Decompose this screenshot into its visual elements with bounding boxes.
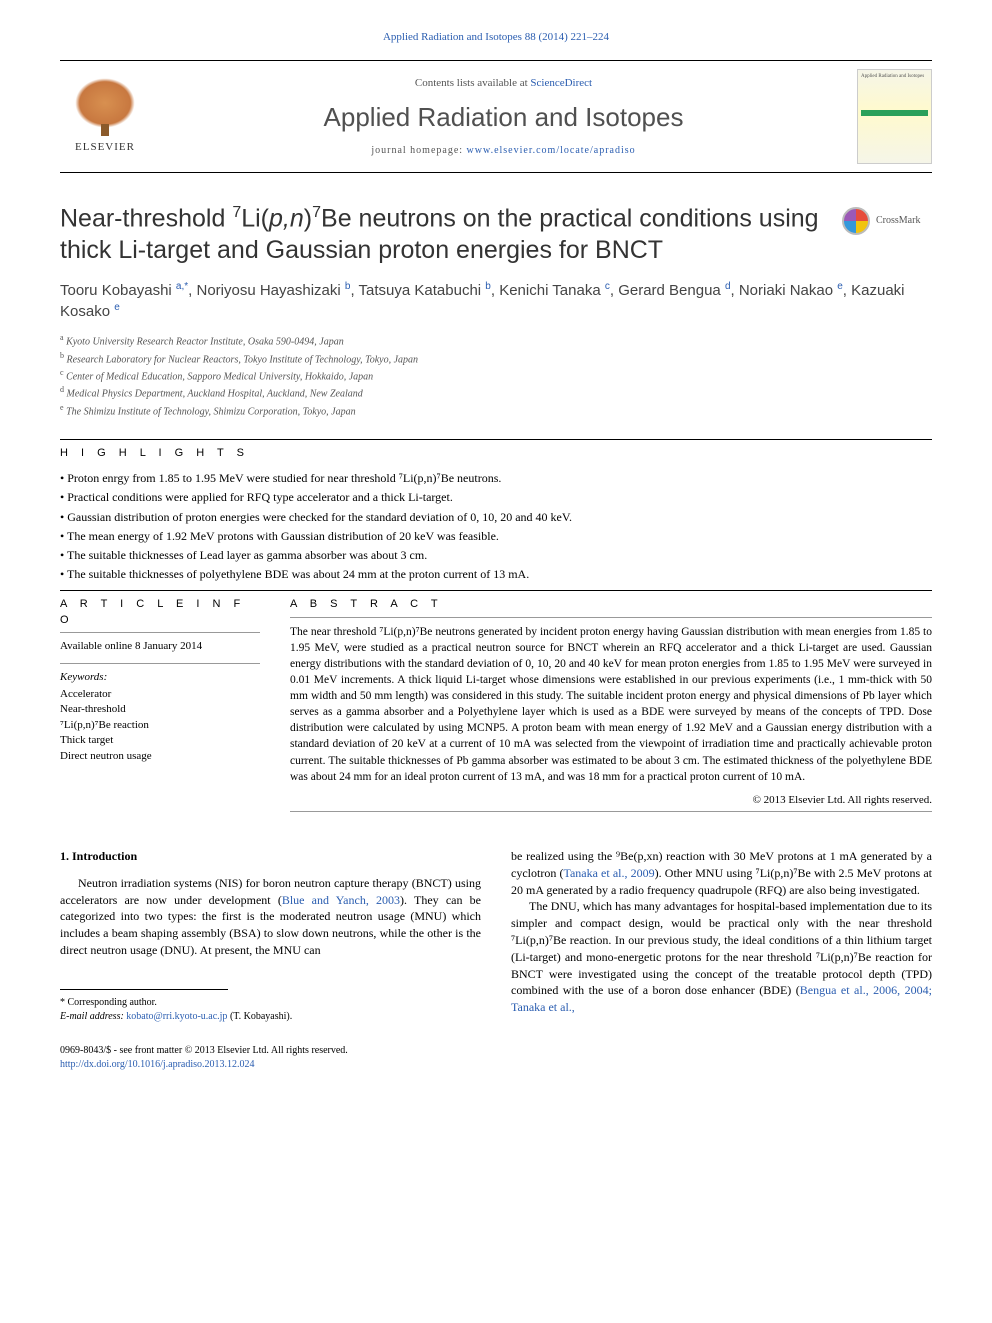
article-info-col: A R T I C L E I N F O Available online 8… xyxy=(60,597,260,818)
journal-homepage: journal homepage: www.elsevier.com/locat… xyxy=(150,144,857,158)
keyword: Accelerator xyxy=(60,687,260,702)
highlight-item: The suitable thicknesses of polyethylene… xyxy=(60,565,932,584)
footnote: * Corresponding author. E-mail address: … xyxy=(60,996,481,1024)
keywords: Accelerator Near-threshold ⁷Li(p,n)⁷Be r… xyxy=(60,687,260,764)
affiliation: d Medical Physics Department, Auckland H… xyxy=(60,384,932,401)
keyword: Direct neutron usage xyxy=(60,749,260,764)
highlight-item: Practical conditions were applied for RF… xyxy=(60,488,932,507)
body-paragraph: Neutron irradiation systems (NIS) for bo… xyxy=(60,875,481,959)
highlight-item: The mean energy of 1.92 MeV protons with… xyxy=(60,527,932,546)
body-paragraph: be realized using the ⁹Be(p,xn) reaction… xyxy=(511,848,932,898)
highlights-list: Proton enrgy from 1.85 to 1.95 MeV were … xyxy=(60,469,932,584)
highlight-item: Proton enrgy from 1.85 to 1.95 MeV were … xyxy=(60,469,932,488)
crossmark-icon xyxy=(842,207,870,235)
sciencedirect-link[interactable]: ScienceDirect xyxy=(530,77,592,89)
abstract-copyright: © 2013 Elsevier Ltd. All rights reserved… xyxy=(290,793,932,808)
abstract-text: The near threshold ⁷Li(p,n)⁷Be neutrons … xyxy=(290,624,932,785)
contents-label: Contents lists available at xyxy=(415,77,530,89)
affiliation: b Research Laboratory for Nuclear Reacto… xyxy=(60,350,932,367)
article-info-heading: A R T I C L E I N F O xyxy=(60,597,260,628)
title-row: Near-threshold 7Li(p,n)7Be neutrons on t… xyxy=(60,203,932,266)
crossmark-label: CrossMark xyxy=(876,214,920,228)
doi-link[interactable]: http://dx.doi.org/10.1016/j.apradiso.201… xyxy=(60,1059,255,1070)
footnote-rule xyxy=(60,989,228,990)
citation-link[interactable]: Blue and Yanch, 2003 xyxy=(282,893,400,907)
body-col-left: 1. Introduction Neutron irradiation syst… xyxy=(60,848,481,1072)
affiliation: a Kyoto University Research Reactor Inst… xyxy=(60,332,932,349)
affiliations: a Kyoto University Research Reactor Inst… xyxy=(60,332,932,419)
corresponding-author: * Corresponding author. xyxy=(60,996,481,1010)
elsevier-logo: ELSEVIER xyxy=(60,72,150,162)
journal-cover-thumbnail: Applied Radiation and Isotopes xyxy=(857,69,932,164)
keyword: Near-threshold xyxy=(60,702,260,717)
rule xyxy=(60,632,260,633)
rule xyxy=(290,617,932,618)
affiliation: c Center of Medical Education, Sapporo M… xyxy=(60,367,932,384)
paper-title: Near-threshold 7Li(p,n)7Be neutrons on t… xyxy=(60,203,822,266)
email-line: E-mail address: kobato@rri.kyoto-u.ac.jp… xyxy=(60,1010,481,1024)
highlight-item: Gaussian distribution of proton energies… xyxy=(60,508,932,527)
journal-citation-link[interactable]: Applied Radiation and Isotopes 88 (2014)… xyxy=(60,30,932,45)
cover-band xyxy=(861,110,928,116)
abstract-col: A B S T R A C T The near threshold ⁷Li(p… xyxy=(290,597,932,818)
publisher-name: ELSEVIER xyxy=(75,140,135,155)
homepage-link[interactable]: www.elsevier.com/locate/apradiso xyxy=(467,145,636,156)
crossmark-badge[interactable]: CrossMark xyxy=(842,207,932,235)
highlight-item: The suitable thicknesses of Lead layer a… xyxy=(60,546,932,565)
homepage-label: journal homepage: xyxy=(371,145,466,156)
info-abstract-row: A R T I C L E I N F O Available online 8… xyxy=(60,597,932,818)
keyword: Thick target xyxy=(60,733,260,748)
journal-header: ELSEVIER Contents lists available at Sci… xyxy=(60,60,932,173)
header-center: Contents lists available at ScienceDirec… xyxy=(150,76,857,158)
rule xyxy=(60,590,932,591)
contents-line: Contents lists available at ScienceDirec… xyxy=(150,76,857,91)
body-paragraph: The DNU, which has many advantages for h… xyxy=(511,898,932,1016)
authors: Tooru Kobayashi a,*, Noriyosu Hayashizak… xyxy=(60,280,932,322)
rule xyxy=(60,439,932,440)
body-columns: 1. Introduction Neutron irradiation syst… xyxy=(60,848,932,1072)
email-link[interactable]: kobato@rri.kyoto-u.ac.jp xyxy=(126,1011,227,1022)
intro-heading: 1. Introduction xyxy=(60,848,481,865)
issn-line: 0969-8043/$ - see front matter © 2013 El… xyxy=(60,1044,481,1058)
highlights-heading: H I G H L I G H T S xyxy=(60,446,932,461)
citation-link[interactable]: Tanaka et al., 2009 xyxy=(563,866,654,880)
affiliation: e The Shimizu Institute of Technology, S… xyxy=(60,402,932,419)
journal-name: Applied Radiation and Isotopes xyxy=(150,99,857,135)
rule xyxy=(290,811,932,812)
cover-title: Applied Radiation and Isotopes xyxy=(861,73,928,80)
abstract-heading: A B S T R A C T xyxy=(290,597,932,612)
rule xyxy=(60,663,260,664)
footer: 0969-8043/$ - see front matter © 2013 El… xyxy=(60,1044,481,1072)
elsevier-tree-icon xyxy=(75,78,135,128)
online-date: Available online 8 January 2014 xyxy=(60,639,260,654)
keywords-label: Keywords: xyxy=(60,670,260,685)
keyword: ⁷Li(p,n)⁷Be reaction xyxy=(60,718,260,733)
body-col-right: be realized using the ⁹Be(p,xn) reaction… xyxy=(511,848,932,1072)
